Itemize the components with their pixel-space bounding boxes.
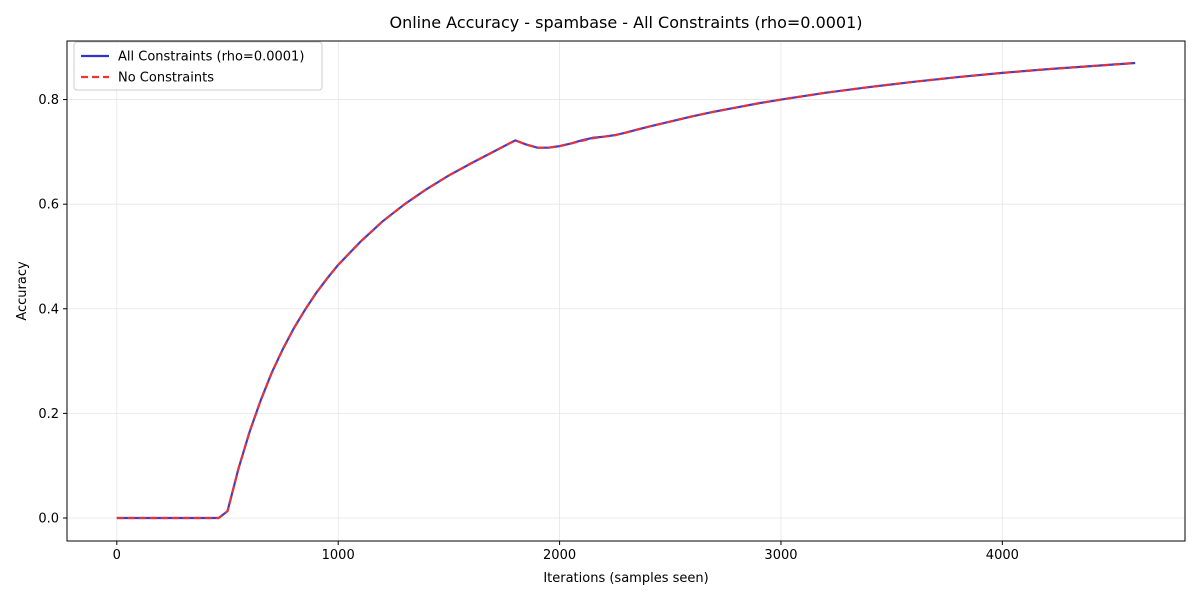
x-tick-label: 2000 — [543, 548, 576, 563]
x-tick-label: 0 — [113, 548, 121, 563]
y-tick-label: 0.4 — [38, 302, 59, 317]
series-layer — [116, 61, 1136, 520]
legend-box — [73, 41, 323, 91]
x-tick-label: 1000 — [322, 548, 355, 563]
x-tick-label: 4000 — [986, 548, 1019, 563]
y-tick-label: 0.6 — [38, 198, 59, 213]
y-tick-label: 0.0 — [38, 511, 59, 526]
x-tick-label: 3000 — [764, 548, 797, 563]
legend: All Constraints (rho=0.0001) No Constrai… — [73, 41, 323, 91]
y-axis-label: Accuracy — [15, 261, 30, 321]
plot-frame — [66, 40, 1186, 542]
legend-label-all-constraints: All Constraints (rho=0.0001) — [118, 50, 304, 65]
legend-label-no-constraints: No Constraints — [118, 71, 214, 86]
ticks-layer: 0 1000 2000 3000 4000 0.0 0.2 0.4 0.6 0.8 — [38, 93, 1019, 563]
y-tick-label: 0.8 — [38, 93, 59, 108]
x-axis-label: Iterations (samples seen) — [543, 571, 708, 586]
y-tick-label: 0.2 — [38, 407, 59, 422]
chart-title: Online Accuracy - spambase - All Constra… — [389, 13, 862, 32]
series-line-no-constraints — [116, 61, 1136, 520]
grid-layer — [67, 41, 1185, 541]
